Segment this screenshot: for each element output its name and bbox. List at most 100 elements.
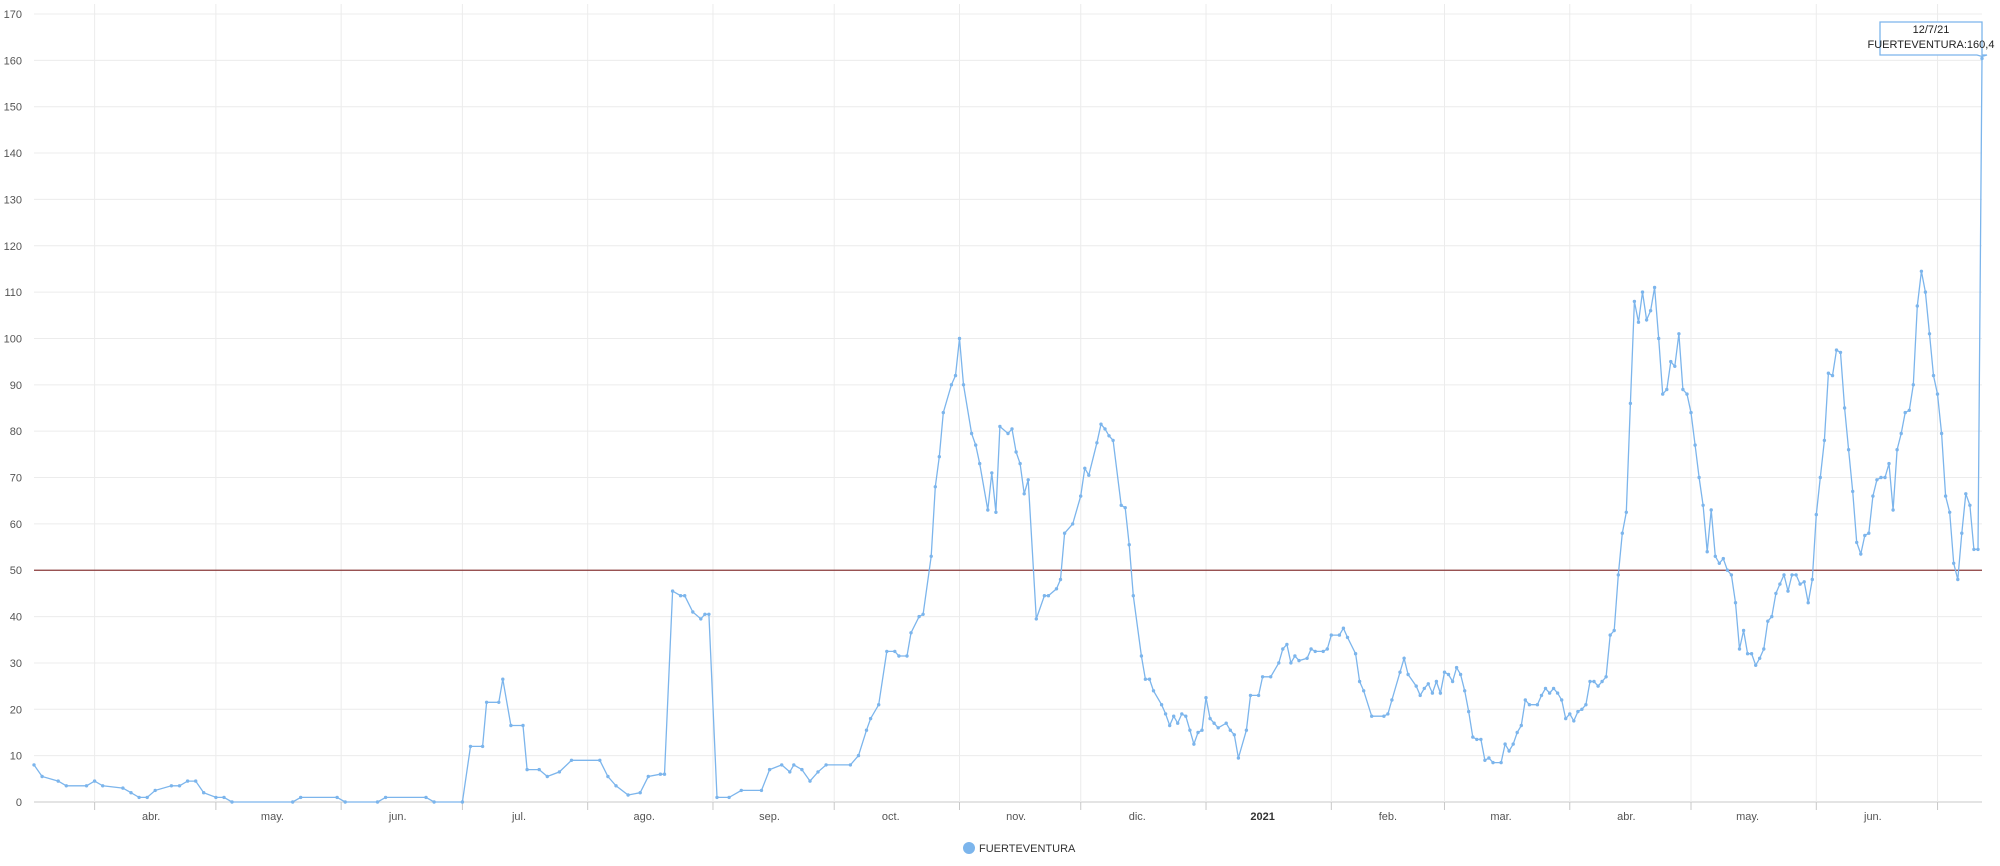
data-point[interactable] [214,795,218,800]
data-point[interactable] [1491,760,1495,765]
data-point[interactable] [480,744,485,749]
data-point[interactable] [691,610,695,614]
data-point[interactable] [1648,309,1653,313]
data-point[interactable] [1939,431,1944,436]
data-point[interactable] [1046,594,1051,598]
data-point[interactable] [1406,672,1410,677]
data-point[interactable] [683,594,687,598]
data-point[interactable] [1560,698,1564,702]
data-point[interactable] [185,779,190,783]
data-point[interactable] [1321,649,1325,654]
data-point[interactable] [1446,672,1451,677]
data-point[interactable] [1770,614,1774,619]
data-point[interactable] [1018,461,1022,466]
data-point[interactable] [545,774,549,779]
data-point[interactable] [1180,712,1184,716]
data-point[interactable] [1871,494,1875,498]
data-point[interactable] [1665,387,1669,392]
data-point[interactable] [1632,299,1637,304]
data-point[interactable] [1402,656,1406,660]
data-point[interactable] [1842,406,1847,410]
data-point[interactable] [1511,742,1515,746]
data-point[interactable] [230,800,234,804]
data-point[interactable] [937,455,941,459]
data-point[interactable] [1628,401,1633,406]
data-point[interactable] [1749,652,1754,656]
data-point[interactable] [856,753,861,758]
data-point[interactable] [626,793,630,797]
data-point[interactable] [1479,737,1483,742]
data-point[interactable] [501,677,505,681]
data-point[interactable] [1382,714,1386,718]
data-point[interactable] [1434,679,1439,684]
data-point[interactable] [1345,635,1350,640]
data-point[interactable] [1964,492,1968,496]
data-point[interactable] [1293,654,1297,658]
data-point[interactable] [84,784,89,788]
data-point[interactable] [137,795,141,800]
data-point[interactable] [1099,422,1103,426]
data-point[interactable] [1717,561,1722,565]
data-point[interactable] [1058,577,1063,582]
data-point[interactable] [662,772,667,776]
data-point[interactable] [1685,392,1689,396]
data-point[interactable] [1256,693,1261,698]
data-point[interactable] [1758,656,1762,660]
data-point[interactable] [1798,582,1802,586]
data-point[interactable] [1960,531,1964,535]
data-point[interactable] [509,723,513,728]
data-point[interactable] [1228,728,1233,732]
data-point[interactable] [291,800,295,804]
data-point[interactable] [1572,719,1576,723]
data-point[interactable] [1927,332,1932,336]
data-point[interactable] [699,617,703,621]
data-point[interactable] [1139,654,1144,658]
data-point[interactable] [1386,712,1390,716]
data-point[interactable] [169,784,174,788]
data-point[interactable] [1830,373,1835,378]
data-point[interactable] [1616,573,1621,577]
data-point[interactable] [792,763,796,767]
data-point[interactable] [1907,408,1912,412]
data-point[interactable] [994,510,998,514]
data-point[interactable] [1519,723,1524,728]
data-point[interactable] [497,700,501,704]
data-point[interactable] [1697,475,1701,480]
data-point[interactable] [1729,573,1734,577]
data-point[interactable] [949,383,954,387]
data-point[interactable] [1159,703,1164,707]
data-point[interactable] [1943,494,1948,498]
data-point[interactable] [1547,691,1552,695]
data-point[interactable] [1515,730,1519,735]
data-point[interactable] [145,795,149,800]
data-point[interactable] [1693,443,1697,447]
data-point[interactable] [343,800,347,804]
data-point[interactable] [1297,658,1301,663]
data-point[interactable] [1200,728,1204,732]
data-point[interactable] [1163,712,1168,716]
data-point[interactable] [1810,577,1815,582]
data-point[interactable] [598,758,602,762]
data-point[interactable] [383,795,388,800]
data-point[interactable] [1612,628,1616,633]
data-point[interactable] [1079,494,1083,498]
series-line[interactable] [33,58,1983,803]
data-point[interactable] [1523,698,1528,702]
data-point[interactable] [707,612,711,616]
data-point[interactable] [1168,723,1172,728]
data-point[interactable] [893,649,897,654]
data-point[interactable] [129,791,133,795]
data-point[interactable] [1325,647,1330,651]
data-point[interactable] [1285,642,1289,647]
data-point[interactable] [64,784,69,788]
data-point[interactable] [1062,531,1067,535]
data-point[interactable] [1463,689,1467,693]
data-point[interactable] [905,654,909,658]
data-point[interactable] [1147,677,1152,681]
data-point[interactable] [1806,601,1810,605]
data-point[interactable] [1119,503,1123,507]
data-point[interactable] [885,649,889,654]
data-point[interactable] [1503,742,1507,746]
data-point[interactable] [739,788,743,793]
data-point[interactable] [1754,663,1758,667]
